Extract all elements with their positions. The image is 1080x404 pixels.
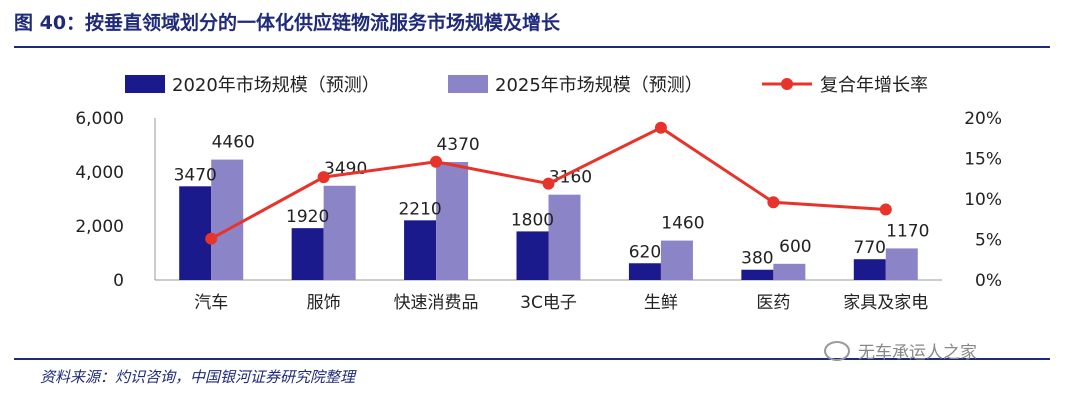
bar-2025 — [773, 263, 806, 280]
x-tick-label: 生鲜 — [644, 293, 678, 313]
data-label-2020: 380 — [741, 249, 773, 269]
bar-2020 — [291, 228, 324, 280]
data-label-2025: 1170 — [886, 221, 929, 241]
y-left-tick-label: 4,000 — [75, 163, 124, 183]
data-label-2025: 1460 — [661, 214, 704, 234]
x-tick-label: 医药 — [756, 293, 790, 313]
growth-point — [317, 171, 330, 184]
bar-2025 — [323, 185, 356, 280]
y-left-tick-label: 6,000 — [75, 109, 124, 129]
watermark: 无车承运人之家 — [824, 338, 977, 363]
bar-2020 — [853, 259, 886, 280]
bar-2020 — [516, 231, 549, 280]
data-label-2025: 4370 — [436, 135, 479, 155]
y-right-tick-label: 15% — [964, 150, 1002, 170]
y-left-tick-label: 0 — [113, 271, 124, 291]
y-right-tick-label: 10% — [964, 190, 1002, 210]
growth-point — [879, 203, 892, 216]
legend-swatch-2020 — [125, 75, 165, 93]
data-label-2020: 1920 — [286, 207, 329, 227]
x-tick-label: 服饰 — [307, 293, 341, 313]
x-tick-label: 快速消费品 — [394, 293, 479, 313]
legend-swatch-2025 — [448, 75, 488, 93]
y-left-tick-label: 2,000 — [75, 217, 124, 237]
bar-2020 — [179, 186, 212, 280]
wechat-icon — [824, 340, 850, 361]
data-label-2025: 3160 — [549, 168, 592, 188]
figure-title: 图 40：按垂直领域划分的一体化供应链物流服务市场规模及增长 — [14, 12, 561, 34]
legend-label-2020: 2020年市场规模（预测） — [172, 75, 380, 96]
legend-marker-growth — [781, 78, 793, 90]
x-tick-label: 家具及家电 — [843, 293, 928, 313]
y-right-tick-label: 5% — [975, 231, 1002, 251]
bar-2025 — [548, 194, 581, 280]
legend-label-2025: 2025年市场规模（预测） — [495, 75, 703, 96]
growth-point — [430, 155, 443, 168]
bar-2020 — [628, 263, 661, 280]
legend-label-growth: 复合年增长率 — [820, 75, 928, 96]
x-tick-label: 汽车 — [194, 293, 228, 313]
bar-2025 — [211, 159, 244, 280]
growth-point — [205, 232, 218, 245]
source-note: 资料来源：灼识咨询，中国银河证券研究院整理 — [40, 368, 356, 386]
growth-point — [767, 196, 780, 209]
growth-point — [654, 121, 667, 134]
watermark-text: 无车承运人之家 — [858, 343, 977, 363]
data-label-2020: 2210 — [398, 199, 441, 219]
y-right-tick-label: 20% — [964, 109, 1002, 129]
bar-2020 — [404, 220, 437, 280]
data-label-2020: 3470 — [174, 165, 217, 185]
data-label-2020: 620 — [629, 242, 661, 262]
bar-2025 — [885, 248, 918, 280]
data-label-2020: 1800 — [511, 210, 554, 230]
title-rule — [14, 46, 1050, 48]
data-label-2025: 4460 — [212, 133, 255, 153]
bar-2025 — [436, 162, 469, 280]
bar-2020 — [741, 269, 774, 280]
y-right-tick-label: 0% — [975, 271, 1002, 291]
data-label-2025: 600 — [779, 237, 811, 257]
x-tick-label: 3C电子 — [520, 293, 577, 313]
source-rule — [14, 358, 1050, 360]
data-label-2020: 770 — [854, 238, 886, 258]
growth-point — [542, 177, 555, 190]
bar-2025 — [660, 240, 693, 280]
